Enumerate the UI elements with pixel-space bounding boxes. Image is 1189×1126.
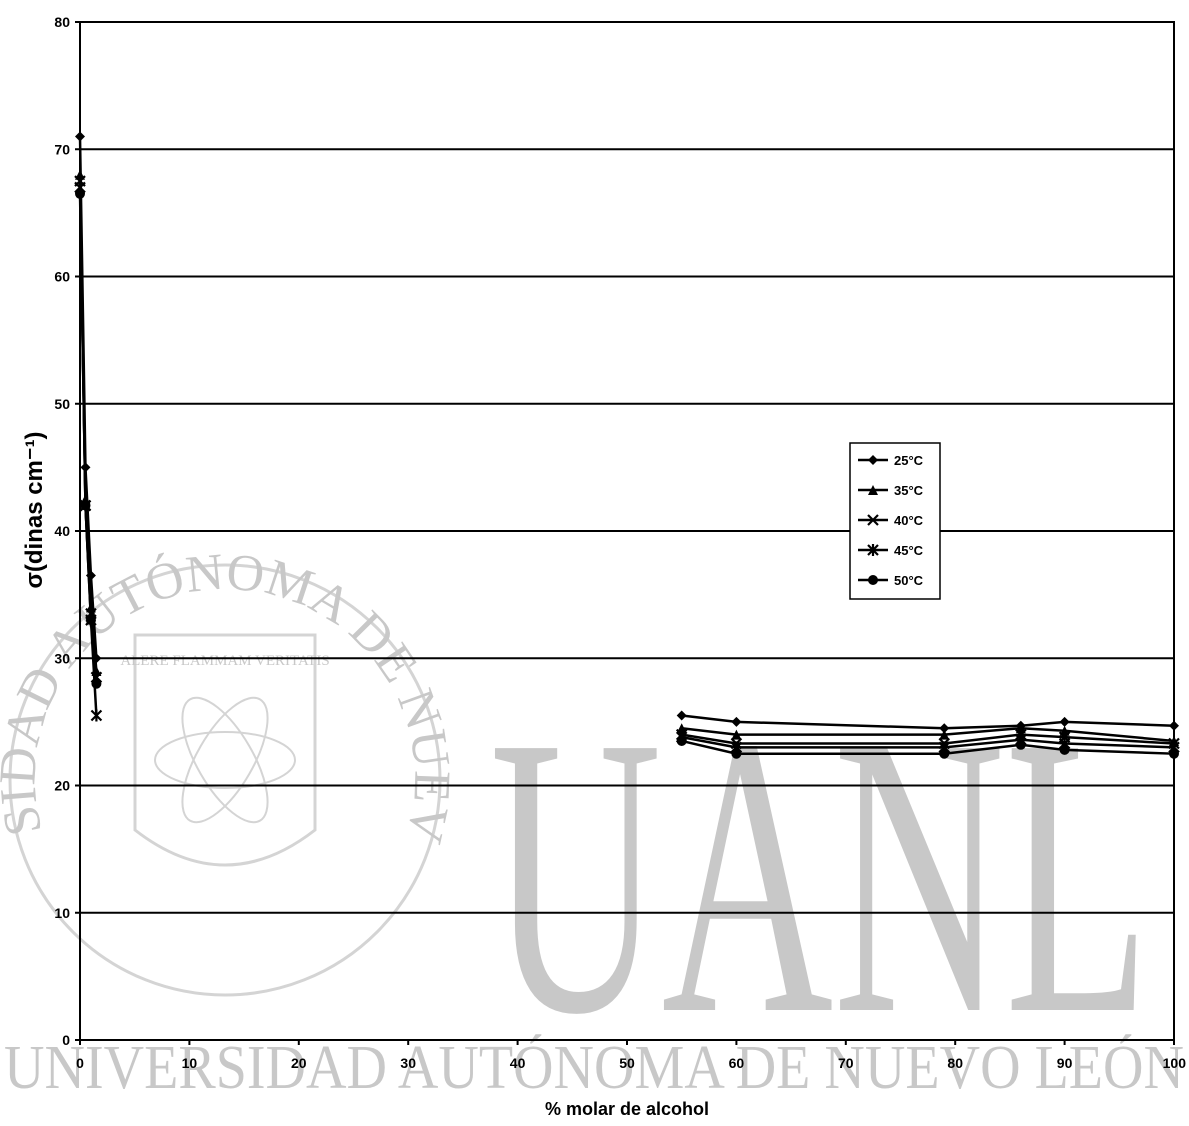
- data-series: [74, 131, 1180, 759]
- y-tick-label: 20: [54, 778, 70, 794]
- uanl-watermark: UANL UNIVERSIDAD AUTÓNOMA DE NUEVO LEÓN …: [0, 0, 1184, 1102]
- x-tick-label: 40: [510, 1055, 526, 1071]
- x-tick-label: 80: [947, 1055, 963, 1071]
- data-point: [91, 678, 102, 689]
- legend-marker: [867, 514, 879, 526]
- legend-label: 45°C: [894, 543, 924, 558]
- axis-ticks: 0 10 20 30 40 50 60 70 80 0 10 20 30 40 50 60 70 80 90 100: [54, 14, 1186, 1071]
- x-tick-label: 70: [838, 1055, 854, 1071]
- legend-marker: [868, 485, 878, 495]
- data-point: [90, 709, 103, 722]
- legend-label: 50°C: [894, 573, 924, 588]
- legend: 25°C 35°C 40°C 45°C 50°C: [849, 442, 941, 600]
- data-point: [731, 748, 742, 759]
- legend-marker: [868, 575, 878, 585]
- legend-marker: [868, 455, 878, 465]
- series-line: [681, 739, 1175, 755]
- x-tick-label: 50: [619, 1055, 635, 1071]
- series-line: [681, 714, 1175, 730]
- data-point: [731, 716, 742, 727]
- legend-label: 35°C: [894, 483, 924, 498]
- x-tick-label: 0: [76, 1055, 84, 1071]
- y-tick-label: 40: [54, 523, 70, 539]
- data-point: [1059, 716, 1070, 727]
- series-line: [78, 193, 98, 684]
- x-tick-label: 60: [729, 1055, 745, 1071]
- y-tick-label: 70: [54, 141, 70, 157]
- legend-label: 40°C: [894, 513, 924, 528]
- data-point: [1059, 744, 1070, 755]
- data-point: [731, 729, 742, 740]
- data-point: [1169, 720, 1179, 731]
- series-5: [75, 188, 1179, 759]
- x-tick-label: 20: [291, 1055, 307, 1071]
- y-tick-label: 0: [62, 1032, 70, 1048]
- watermark-big-text: UANL: [490, 654, 1150, 1097]
- data-point: [85, 615, 96, 626]
- x-tick-label: 100: [1163, 1055, 1187, 1071]
- y-tick-label: 50: [54, 396, 70, 412]
- x-tick-label: 90: [1057, 1055, 1073, 1071]
- series-line: [681, 735, 1175, 749]
- data-point: [75, 188, 85, 199]
- legend-label: 25°C: [894, 453, 924, 468]
- y-tick-label: 80: [54, 14, 70, 30]
- x-axis-title: % molar de alcohol: [545, 1099, 709, 1119]
- watermark-bottom-text: UNIVERSIDAD AUTÓNOMA DE NUEVO LEÓN: [4, 1034, 1184, 1102]
- data-point: [939, 748, 950, 759]
- data-point: [1169, 748, 1179, 759]
- y-tick-label: 30: [54, 650, 70, 666]
- series-line: [681, 726, 1175, 743]
- series-1: [75, 131, 1179, 734]
- watermark-seal-motto: ALERE FLAMMAM VERITATIS: [120, 653, 329, 669]
- data-point: [80, 500, 91, 511]
- data-point: [676, 710, 687, 721]
- y-tick-label: 60: [54, 269, 70, 285]
- legend-marker: [867, 544, 879, 556]
- data-point: [676, 735, 687, 746]
- data-point: [1015, 739, 1026, 750]
- watermark-seal-ring: UNIVERSIDAD AUTÓNOMA DE NUEVO LEÓN: [0, 0, 460, 848]
- data-point: [939, 723, 950, 734]
- y-axis-title: σ(dinas cm⁻¹): [21, 431, 48, 588]
- x-tick-label: 30: [400, 1055, 416, 1071]
- y-tick-label: 10: [54, 905, 70, 921]
- data-point: [75, 131, 85, 142]
- series-line: [681, 733, 1175, 745]
- data-point: [939, 729, 950, 740]
- x-tick-label: 10: [182, 1055, 198, 1071]
